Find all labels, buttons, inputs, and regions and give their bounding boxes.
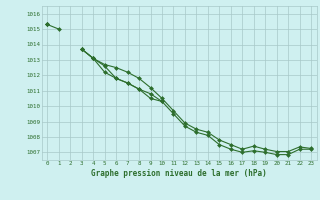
X-axis label: Graphe pression niveau de la mer (hPa): Graphe pression niveau de la mer (hPa) xyxy=(91,169,267,178)
